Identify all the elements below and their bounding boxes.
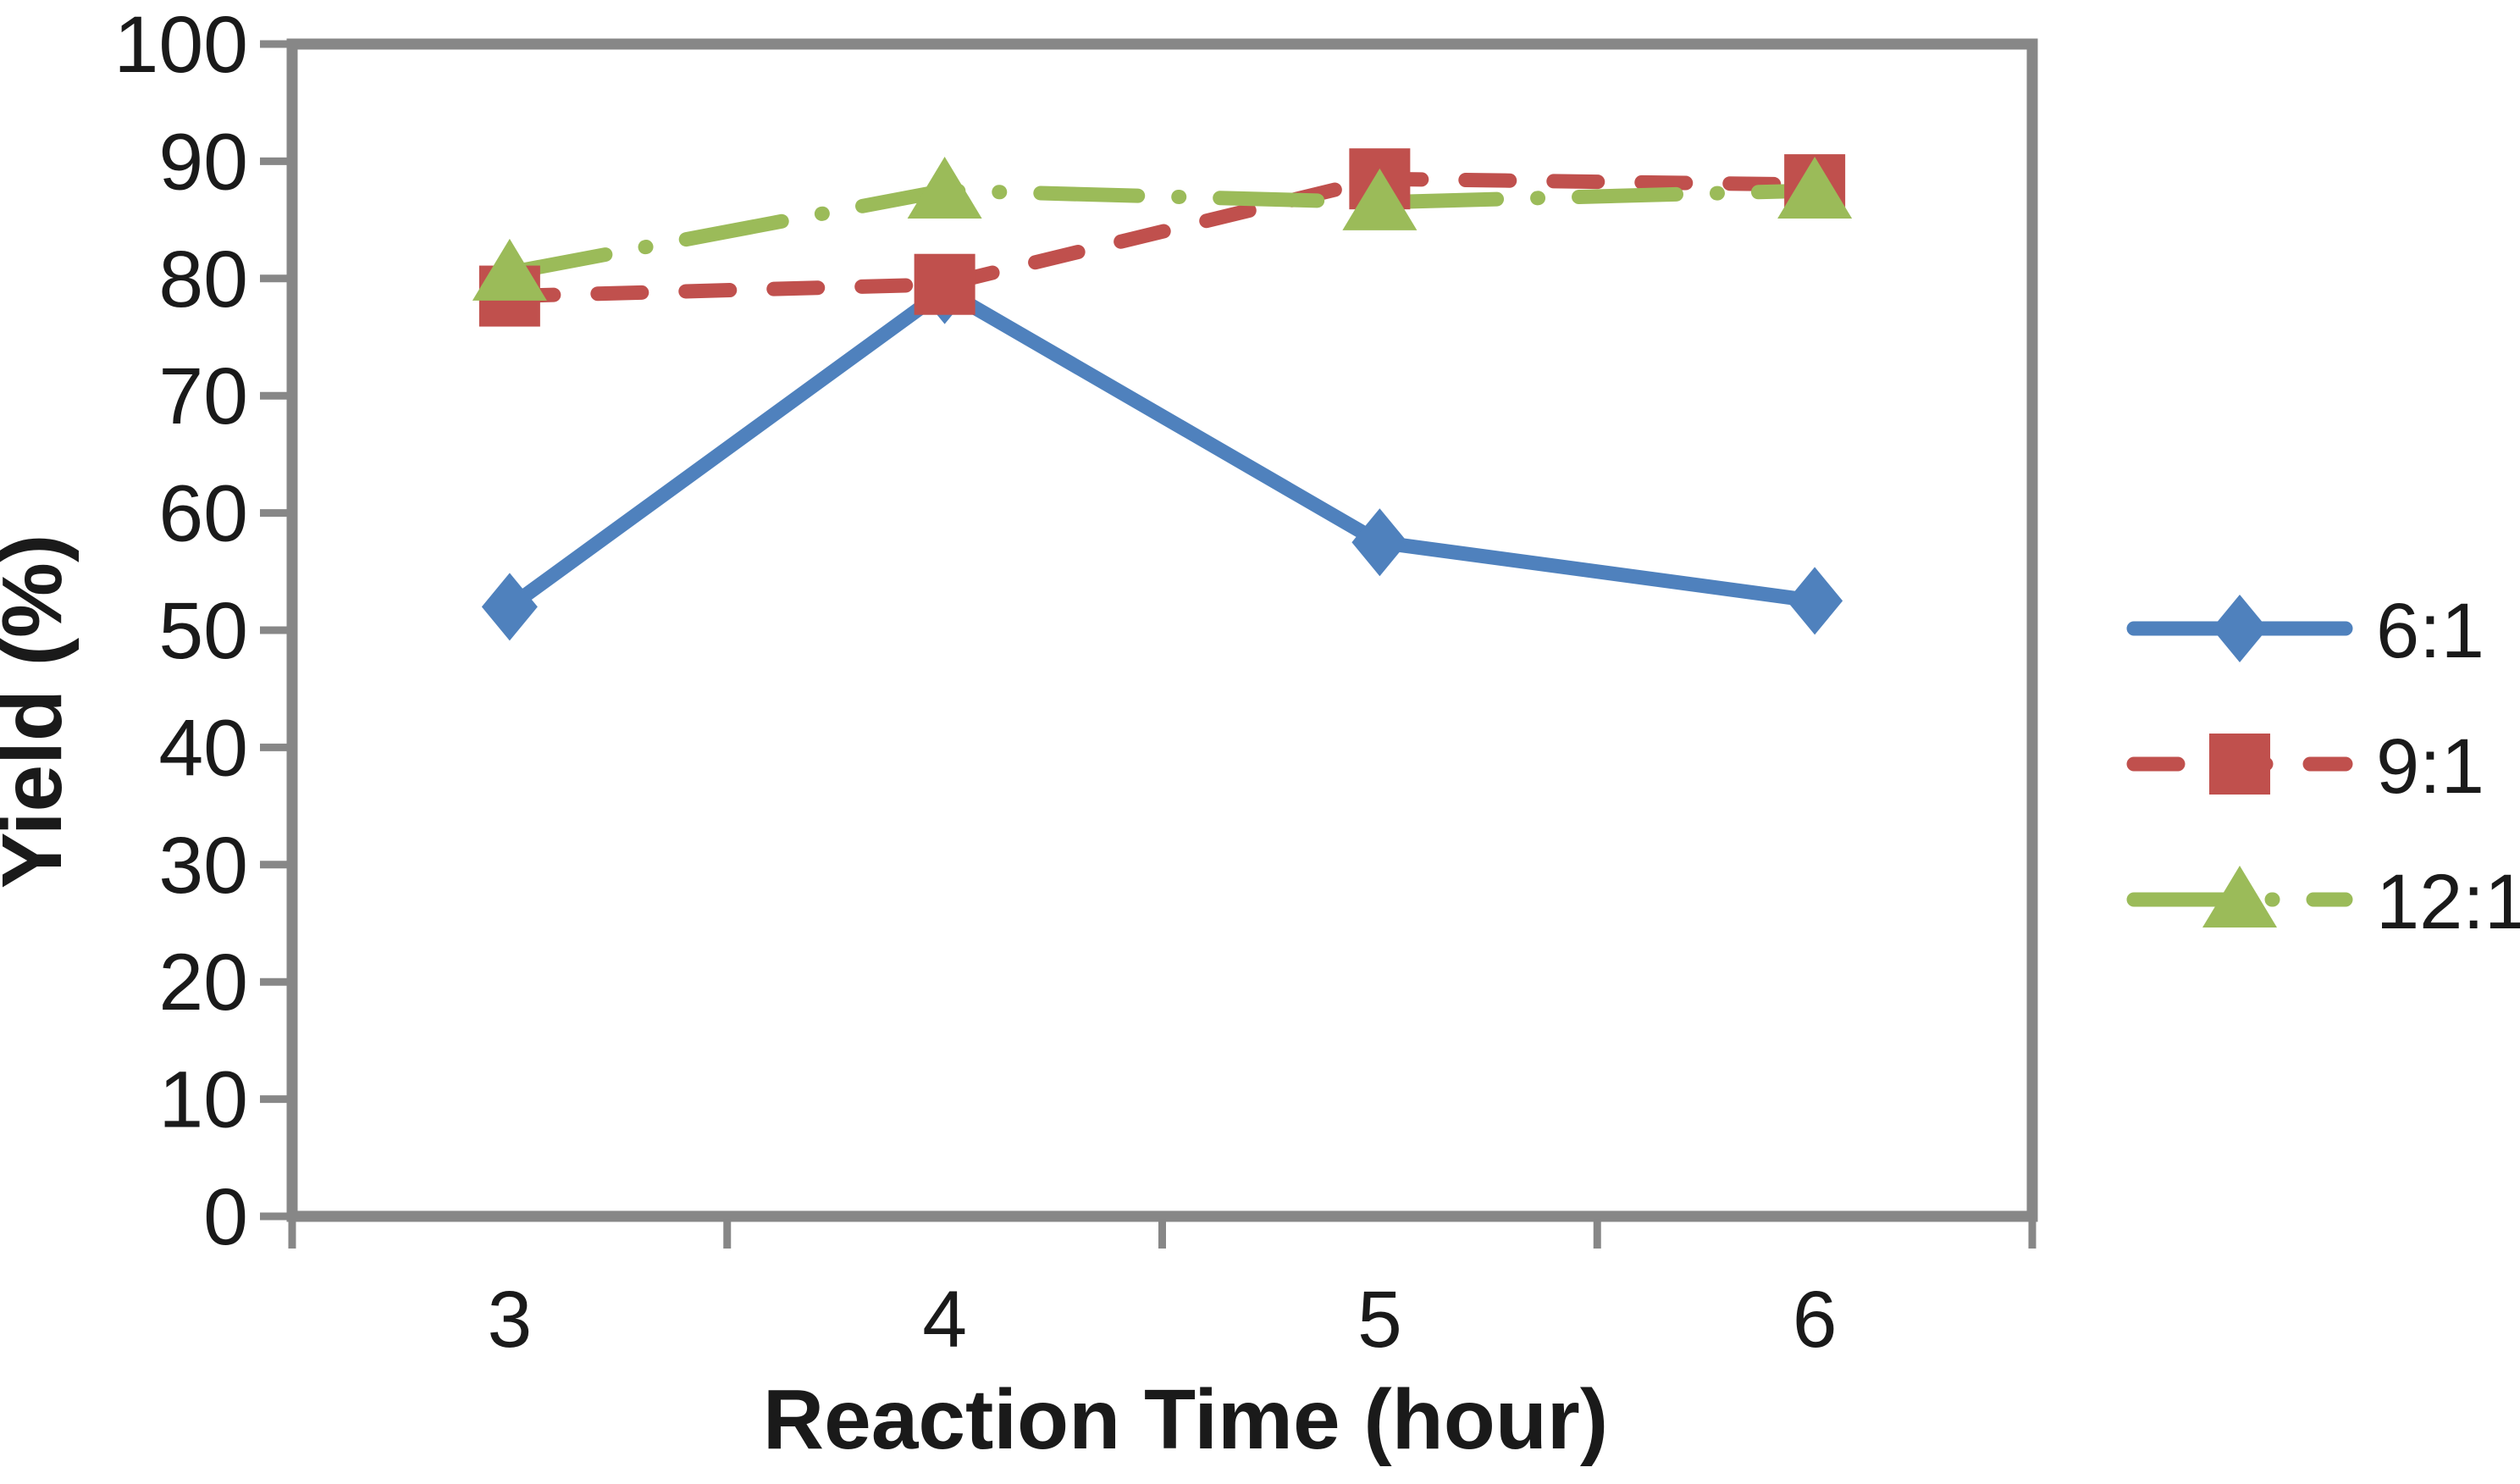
series-line-9-1 xyxy=(502,171,1822,304)
marker-6-1-x3 xyxy=(481,573,538,641)
y-tick-label: 100 xyxy=(113,0,248,90)
y-tick-label: 80 xyxy=(158,235,248,324)
plot-area: 0 10 20 30 40 50 60 70 80 90 100 3 4 5 6 xyxy=(113,0,2038,1365)
series-line-12-1 xyxy=(502,183,1822,280)
y-tick-label: 60 xyxy=(158,469,248,559)
y-axis-title: Yield (%) xyxy=(0,534,80,889)
y-tick-label: 30 xyxy=(158,821,248,911)
x-tick-label: 4 xyxy=(922,1275,967,1365)
legend-sample-line-triangle xyxy=(2126,866,2353,928)
legend-label-12-1: 12:1 xyxy=(2376,859,2520,945)
marker-12-1-x4 xyxy=(907,157,982,219)
legend-triangle-icon xyxy=(2202,866,2277,928)
legend-square-icon xyxy=(2209,734,2270,795)
x-axis-title: Reaction Time (hour) xyxy=(763,1372,1608,1467)
y-tick-label: 40 xyxy=(158,703,248,793)
y-tick-label: 70 xyxy=(158,352,248,441)
x-tick-label: 6 xyxy=(1793,1275,1838,1365)
legend: 6:1 9:1 12:1 xyxy=(2126,588,2520,945)
y-tick-label: 90 xyxy=(158,117,248,207)
y-tick-label: 10 xyxy=(158,1055,248,1145)
legend-diamond-icon xyxy=(2212,595,2268,662)
marker-6-1-x6 xyxy=(1787,567,1843,635)
legend-item-6-1: 6:1 xyxy=(2126,588,2484,674)
legend-sample-line-square xyxy=(2126,734,2353,795)
legend-sample-line-diamond xyxy=(2126,595,2353,662)
plot-border xyxy=(286,38,2038,1222)
marker-9-1-x4 xyxy=(914,253,975,315)
marker-6-1-x5 xyxy=(1351,508,1408,577)
series-line-6-1 xyxy=(502,283,1822,614)
y-tick-label: 0 xyxy=(203,1172,248,1262)
marker-12-1-x5 xyxy=(1342,168,1418,230)
x-tick-label: 5 xyxy=(1357,1275,1402,1365)
y-tick-label: 50 xyxy=(158,586,248,676)
legend-item-12-1: 12:1 xyxy=(2126,859,2520,945)
legend-item-9-1: 9:1 xyxy=(2126,723,2484,810)
legend-label-6-1: 6:1 xyxy=(2376,588,2484,674)
legend-label-9-1: 9:1 xyxy=(2376,723,2484,810)
marker-12-1-x6 xyxy=(1777,157,1853,219)
y-tick-label: 20 xyxy=(158,938,248,1027)
marker-12-1-x3 xyxy=(472,238,547,301)
x-tick-label: 3 xyxy=(487,1275,532,1365)
